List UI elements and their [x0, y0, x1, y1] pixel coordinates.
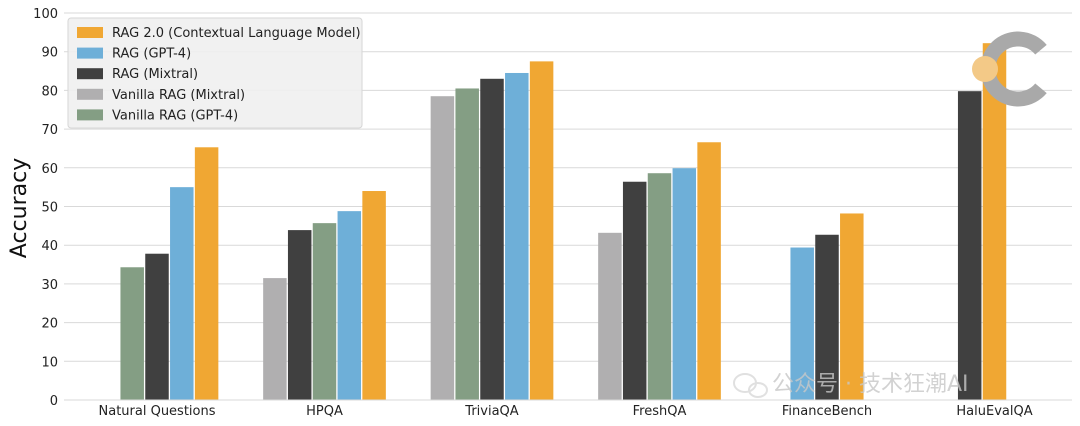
bars [120, 43, 1007, 401]
x-tick-label: TriviaQA [464, 404, 518, 419]
watermark: 公众号 · 技术狂潮AI [733, 372, 969, 398]
y-tick-label: 10 [41, 355, 58, 370]
bar [672, 168, 697, 400]
legend-label: RAG (GPT-4) [112, 47, 191, 62]
x-tick-label: Natural Questions [99, 404, 216, 419]
logo-dot-icon [972, 56, 998, 82]
y-tick-label: 0 [50, 394, 58, 409]
bar [455, 88, 479, 400]
axes: 0 10 20 30 40 50 60 70 80 90 100 Natural Questions H… [33, 7, 1072, 419]
y-tick-label: 60 [41, 162, 58, 177]
x-tick-label: HaluEvalQA [956, 404, 1032, 419]
legend-label: Vanilla RAG (GPT-4) [112, 108, 238, 123]
y-tick-label: 70 [41, 123, 58, 138]
bar [430, 96, 455, 400]
y-tick-label: 80 [41, 84, 58, 99]
bar [287, 230, 312, 400]
y-tick-label: 100 [33, 7, 58, 22]
legend-swatch [77, 47, 103, 59]
y-tick-label: 50 [41, 201, 58, 216]
x-tick-label: HPQA [306, 404, 343, 419]
bar [529, 61, 554, 400]
bar [145, 253, 169, 400]
x-tick-label: FreshQA [633, 404, 687, 419]
bar [480, 78, 504, 400]
bar [840, 213, 864, 400]
bar [194, 147, 219, 400]
y-tick-label: 30 [41, 278, 58, 293]
legend-label: RAG 2.0 (Contextual Language Model) [112, 26, 361, 41]
watermark-text: 公众号 · 技术狂潮AI [772, 372, 969, 397]
legend: RAG 2.0 (Contextual Language Model) RAG (… [67, 17, 363, 129]
bar [505, 72, 529, 401]
bar [120, 267, 144, 400]
bar [598, 232, 622, 400]
bar [312, 223, 337, 400]
legend-swatch [77, 88, 103, 100]
legend-box [67, 17, 363, 129]
bar [982, 43, 1007, 400]
contextual-ai-logo-icon [972, 31, 1047, 107]
y-tick-label: 90 [41, 46, 58, 61]
bar [815, 234, 839, 400]
legend-swatch [77, 109, 103, 121]
bar [697, 142, 721, 400]
bar [790, 247, 814, 400]
y-tick-label: 20 [41, 317, 58, 332]
bar [647, 173, 672, 400]
bar [170, 187, 194, 400]
gridlines [64, 12, 1072, 401]
bar [263, 278, 287, 400]
x-tick-label: FinanceBench [782, 404, 872, 419]
legend-swatch [77, 68, 103, 80]
legend-swatch [77, 27, 103, 38]
bar [337, 211, 362, 400]
bar [622, 181, 647, 400]
legend-label: Vanilla RAG (Mixtral) [112, 88, 245, 103]
y-axis-title: Accuracy [7, 158, 32, 258]
wechat-icon [733, 373, 768, 398]
bar [362, 191, 386, 400]
legend-label: RAG (Mixtral) [112, 67, 198, 82]
bar [957, 91, 982, 400]
y-tick-label: 40 [41, 239, 58, 254]
